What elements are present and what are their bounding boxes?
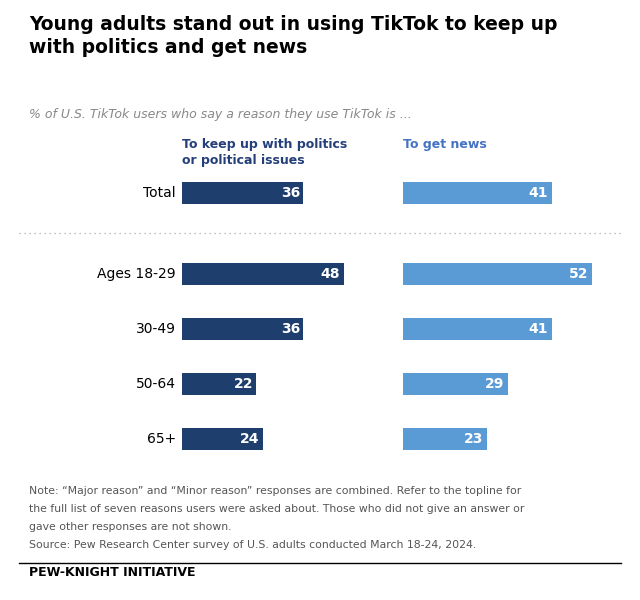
Text: 50-64: 50-64 [136,377,176,391]
Text: 36: 36 [281,322,300,336]
Text: Young adults stand out in using TikTok to keep up
with politics and get news: Young adults stand out in using TikTok t… [29,15,557,57]
Text: Total: Total [143,186,176,200]
Text: 22: 22 [234,377,253,391]
Bar [182,182,303,204]
Bar [182,428,263,450]
Text: 23: 23 [463,432,483,446]
Text: 24: 24 [240,432,260,446]
Bar [182,373,256,395]
Text: the full list of seven reasons users were asked about. Those who did not give an: the full list of seven reasons users wer… [29,504,524,514]
Text: Note: “Major reason” and “Minor reason” responses are combined. Refer to the top: Note: “Major reason” and “Minor reason” … [29,486,521,496]
Bar [403,318,552,340]
Text: Ages 18-29: Ages 18-29 [97,267,176,281]
Text: 65+: 65+ [147,432,176,446]
Text: 36: 36 [281,186,300,200]
Bar [403,182,552,204]
Bar [403,263,592,285]
Text: 52: 52 [569,267,588,281]
Text: 48: 48 [321,267,340,281]
Bar [182,263,344,285]
Text: 41: 41 [529,186,548,200]
Text: % of U.S. TikTok users who say a reason they use TikTok is ...: % of U.S. TikTok users who say a reason … [29,108,412,121]
Text: 29: 29 [485,377,505,391]
Text: PEW-KNIGHT INITIATIVE: PEW-KNIGHT INITIATIVE [29,566,195,579]
Text: To get news: To get news [403,138,487,151]
Text: 30-49: 30-49 [136,322,176,336]
Text: To keep up with politics
or political issues: To keep up with politics or political is… [182,138,348,167]
Text: gave other responses are not shown.: gave other responses are not shown. [29,522,231,532]
Bar [403,373,508,395]
Text: Source: Pew Research Center survey of U.S. adults conducted March 18-24, 2024.: Source: Pew Research Center survey of U.… [29,540,476,550]
Bar [403,428,486,450]
Text: 41: 41 [529,322,548,336]
Bar [182,318,303,340]
